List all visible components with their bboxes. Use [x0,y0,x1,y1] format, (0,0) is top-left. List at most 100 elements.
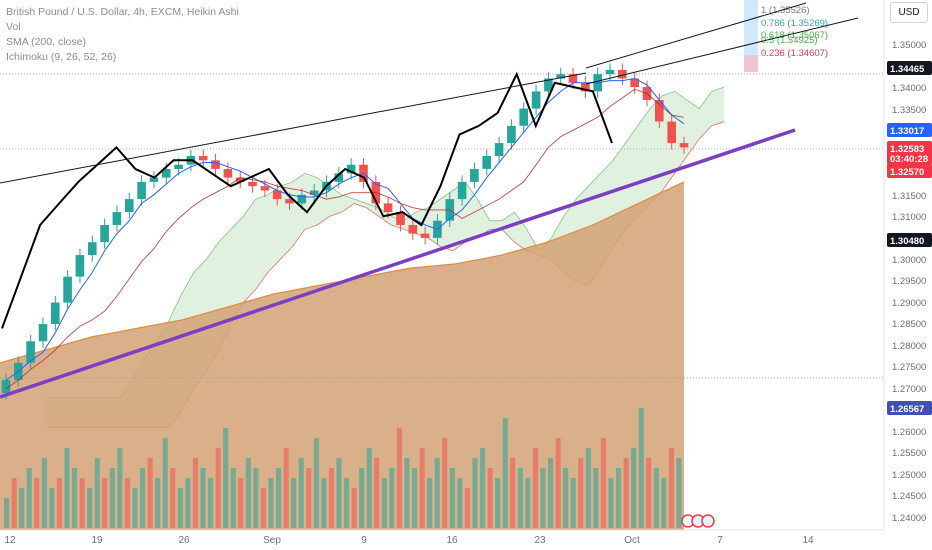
candle-bear [630,78,639,88]
tag-high-bg [887,61,932,75]
tag-support-bg [887,233,932,247]
volume-bar [245,458,251,528]
volume-bar [525,478,531,528]
candle-bear [272,190,282,200]
indicator-sma[interactable]: SMA (200, close) [6,36,86,48]
candle-bull [531,91,541,109]
price-tick: 1.35000 [892,40,926,51]
time-tick: Sep [263,535,281,546]
volume-bar [412,468,418,528]
volume-bar [208,478,214,528]
volume-bar [238,478,244,528]
candle-bull [544,78,553,92]
volume-bar [124,478,130,528]
volume-bar [336,458,342,528]
candle-bull [507,125,516,144]
tag-countdown: 03:40:28 [890,154,928,165]
time-axis[interactable]: 12 19 26 Sep 9 16 23 Oct 7 14 [4,535,814,546]
candle-bull [482,156,491,169]
sma-area-fill [0,181,684,530]
price-tick: 1.24500 [892,491,926,502]
tag-last: 1.32583 [890,144,924,155]
candle-bear [581,82,590,92]
volume-bar [449,468,455,528]
volume-bar [593,468,599,528]
grid-lines [0,0,885,531]
price-tick: 1.25500 [892,448,926,459]
volume-bar [34,478,40,528]
price-tick: 1.33500 [892,105,926,116]
candle-bear [248,181,257,187]
symbol-title[interactable]: British Pound / U.S. Dollar, 4h, EXCM, H… [6,6,239,18]
tag-low-bg [887,401,932,415]
support-trendline [0,128,796,399]
volume-bar [260,488,266,528]
indicator-vol[interactable]: Vol [6,21,21,33]
price-tick: 1.28000 [892,341,926,352]
price-tick: 1.31500 [892,191,926,202]
trendlines[interactable] [0,2,859,399]
candle-bull [51,302,60,324]
volume-bar [291,478,297,528]
candle-bull [297,194,307,204]
volume-bars [4,408,682,528]
event-icons[interactable] [681,514,715,528]
fib-label-0: 1 (1.35526) [761,5,810,16]
fib-label-2: 0.618 (1.35067) [761,30,828,41]
candle-bull [605,69,615,75]
kijun-line [5,88,685,390]
time-tick: Oct [624,535,640,546]
volume-bar [117,448,123,528]
volume-bar [94,458,100,528]
candle-bull [494,143,504,156]
tag-low: 1.26567 [890,404,924,415]
volume-bar [64,448,70,528]
volume-bar [200,468,206,528]
volume-bar [41,458,47,528]
volume-bar [374,458,380,528]
time-tick: 26 [178,535,190,546]
chart-legend: British Pound / U.S. Dollar, 4h, EXCM, H… [6,5,239,65]
volume-bar [585,448,591,528]
volume-bar [623,458,629,528]
volume-bar [366,448,372,528]
volume-bar [646,458,652,528]
fibonacci-retracement: 1 (1.35526) 0.786 (1.35269)0.618 (1.35067… [744,0,828,72]
upper-trendline-2 [585,17,859,85]
candle-bull [556,74,565,79]
candle-bull [309,190,319,195]
candle-bear [679,143,689,148]
volume-bar [578,458,584,528]
candle-bull [137,181,146,200]
volume-bar [464,488,470,528]
indicator-ichimoku[interactable]: Ichimoku (9, 26, 52, 26) [6,51,117,63]
volume-bar [223,428,229,528]
candle-bear [285,199,294,204]
volume-bar [676,458,682,528]
price-tick: 1.29000 [892,298,926,309]
event-flag-icon [701,514,715,528]
tag-sma-bg [887,164,932,178]
volume-bar [26,468,32,528]
upper-trendline-ext [585,2,807,69]
volume-bar [480,448,486,528]
volume-bar [600,438,606,528]
currency-button[interactable]: USD [890,2,928,23]
volume-bar [306,468,312,528]
volume-bar [548,458,554,528]
fib-zone-bottom [744,55,758,72]
volume-bar [11,478,17,528]
volume-bar [87,488,93,528]
time-tick: 7 [717,535,723,546]
candle-bear [198,156,208,161]
volume-bar [79,478,85,528]
volume-bar [510,458,516,528]
volume-bar [442,438,448,528]
price-axis[interactable]: 1.350001.340001.335001.325001.315001.310… [892,40,926,524]
volume-bar [502,418,508,528]
candle-bull [161,169,171,178]
price-tick: 1.24000 [892,513,926,524]
candle-bull [457,181,467,200]
volume-bar [457,478,463,528]
